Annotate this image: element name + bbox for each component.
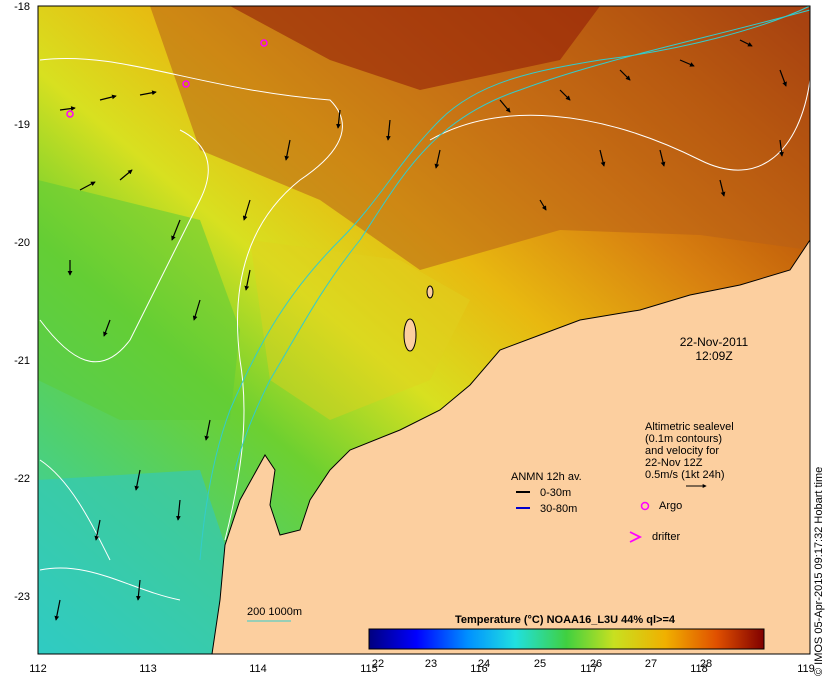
colorbar-tick: 22 [372, 658, 384, 670]
argo-float [182, 80, 190, 88]
sealevel-contour [429, 79, 811, 171]
sst-green-west [38, 180, 240, 420]
lon-axis: 112 113 114 115 116 117 118 119 [29, 663, 815, 675]
land [211, 238, 811, 655]
sealevel-contour [39, 129, 209, 363]
bathymetry-legend-label: 200 1000m [247, 606, 302, 618]
anmn-depth-1: 0-30m [540, 487, 571, 499]
anmn-title: ANMN 12h av. [511, 471, 582, 483]
anmn-depth-2: 30-80m [540, 503, 577, 515]
colorbar [368, 628, 765, 650]
drifter-legend-marker [629, 531, 643, 543]
lat-tick: -22 [14, 473, 30, 485]
lon-tick: 115 [360, 663, 378, 675]
lat-tick: -20 [14, 237, 30, 249]
drifter-legend-label: drifter [652, 531, 680, 543]
lat-tick: -23 [14, 591, 30, 603]
colorbar-tick: 27 [645, 658, 657, 670]
sealevel-contour [39, 567, 181, 601]
altimetry-line-1: Altimetric sealevel [645, 421, 734, 433]
colorbar-title: Temperature (°C) NOAA16_L3U 44% ql>=4 [455, 614, 676, 626]
colorbar-tick: 23 [425, 658, 437, 670]
lat-axis: -18 -19 -20 -21 -22 -23 [14, 1, 30, 603]
lon-tick: 114 [249, 663, 267, 675]
lon-tick: 116 [470, 663, 488, 675]
sealevel-contour [39, 459, 111, 561]
lon-tick: 119 [797, 663, 815, 675]
map-date: 22-Nov-2011 [680, 335, 749, 349]
sst-warm-north [150, 6, 810, 270]
lon-tick: 112 [29, 663, 47, 675]
sealevel-contour [39, 57, 343, 541]
lat-tick: -21 [14, 355, 30, 367]
altimetry-line-4: 22-Nov 12Z [645, 457, 703, 469]
argo-legend-label: Argo [659, 500, 682, 512]
colorbar-tick: 24 [478, 658, 490, 670]
map-time: 12:09Z [695, 349, 732, 363]
credit-text: © IMOS 05-Apr-2015 09:17:32 Hobart time [813, 466, 825, 676]
altimetry-legend: Altimetric sealevel (0.1m contours) and … [645, 421, 734, 488]
island [426, 285, 434, 299]
altimetry-line-5: 0.5m/s (1kt 24h) [645, 469, 724, 481]
altimetry-line-3: and velocity for [645, 445, 719, 457]
colorbar-ticks: 22 23 24 25 26 27 28 [372, 658, 712, 670]
anmn-legend: ANMN 12h av. 0-30m 30-80m [511, 471, 582, 515]
bathymetry-1000m [199, 5, 811, 561]
sst-hot-northeast [230, 6, 600, 90]
argo-float [66, 110, 74, 118]
colorbar-tick: 26 [590, 658, 602, 670]
lon-tick: 117 [580, 663, 598, 675]
island [403, 318, 417, 352]
colorbar-tick: 28 [700, 658, 712, 670]
map-frame [37, 5, 811, 655]
colorbar-tick: 25 [534, 658, 546, 670]
argo-legend-marker [640, 501, 650, 511]
lat-tick: -18 [14, 1, 30, 13]
lon-tick: 118 [690, 663, 708, 675]
altimetry-line-2: (0.1m contours) [645, 433, 722, 445]
lon-tick: 113 [139, 663, 157, 675]
lat-tick: -19 [14, 119, 30, 131]
sst-cool-southwest [38, 470, 230, 654]
argo-float [260, 39, 268, 47]
bathymetry-200m [234, 9, 811, 471]
sst-yellow-band [250, 240, 470, 420]
velocity-arrows [54, 39, 787, 621]
